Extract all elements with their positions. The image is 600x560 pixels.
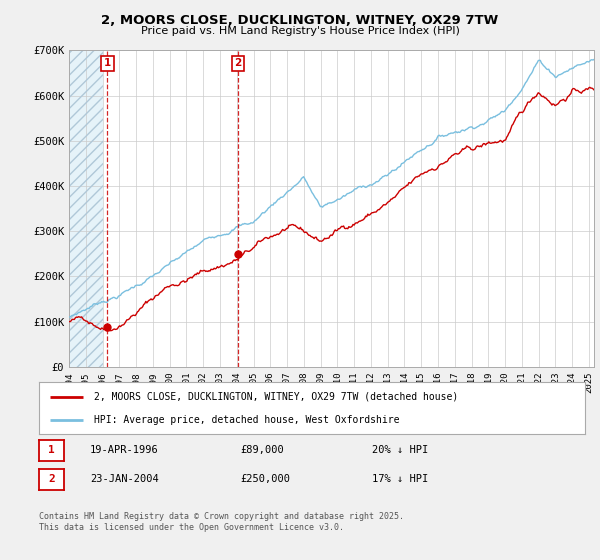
Text: 1: 1 xyxy=(48,445,55,455)
Text: 2: 2 xyxy=(48,474,55,484)
Text: Contains HM Land Registry data © Crown copyright and database right 2025.
This d: Contains HM Land Registry data © Crown c… xyxy=(39,512,404,532)
Text: 2, MOORS CLOSE, DUCKLINGTON, WITNEY, OX29 7TW: 2, MOORS CLOSE, DUCKLINGTON, WITNEY, OX2… xyxy=(101,14,499,27)
Text: 2: 2 xyxy=(234,58,241,68)
Text: 2, MOORS CLOSE, DUCKLINGTON, WITNEY, OX29 7TW (detached house): 2, MOORS CLOSE, DUCKLINGTON, WITNEY, OX2… xyxy=(94,392,458,402)
Bar xyxy=(69,50,103,367)
Text: £89,000: £89,000 xyxy=(240,445,284,455)
Text: 17% ↓ HPI: 17% ↓ HPI xyxy=(372,474,428,484)
Text: 20% ↓ HPI: 20% ↓ HPI xyxy=(372,445,428,455)
Bar xyxy=(69,50,103,367)
Text: HPI: Average price, detached house, West Oxfordshire: HPI: Average price, detached house, West… xyxy=(94,415,399,425)
Text: 19-APR-1996: 19-APR-1996 xyxy=(90,445,159,455)
Text: 1: 1 xyxy=(104,58,111,68)
Text: £250,000: £250,000 xyxy=(240,474,290,484)
Text: Price paid vs. HM Land Registry's House Price Index (HPI): Price paid vs. HM Land Registry's House … xyxy=(140,26,460,36)
Text: 23-JAN-2004: 23-JAN-2004 xyxy=(90,474,159,484)
